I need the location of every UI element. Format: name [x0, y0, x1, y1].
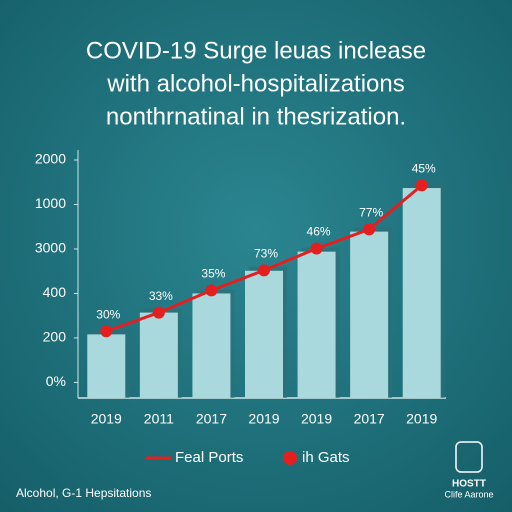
- x-tick-label: 2017: [354, 411, 385, 427]
- legend-marker: [283, 451, 297, 465]
- point: [258, 264, 270, 277]
- point: [415, 179, 428, 192]
- legend-label: Feal Ports: [175, 449, 243, 466]
- y-tick-label: 200: [43, 329, 67, 345]
- bar: [192, 293, 231, 398]
- bar: [139, 312, 178, 398]
- point-annotation: 33%: [149, 289, 173, 303]
- logo-title: HOSTT: [452, 479, 486, 490]
- bar: [87, 334, 126, 398]
- bar: [297, 251, 336, 398]
- x-tick-label: 2017: [196, 411, 227, 427]
- y-tick-label: 1000: [35, 195, 66, 211]
- x-tick-label: 2019: [248, 411, 279, 427]
- point: [100, 325, 113, 338]
- y-tick-label: 3000: [35, 240, 66, 256]
- point-annotation: 77%: [359, 206, 383, 220]
- title-line: COVID-19 Surge leuas inclease: [86, 37, 426, 64]
- point-annotation: 35%: [201, 267, 225, 281]
- y-tick-label: 400: [43, 284, 67, 300]
- x-tick-label: 2019: [406, 411, 437, 427]
- bar: [245, 270, 283, 398]
- point: [152, 306, 165, 319]
- point: [363, 223, 376, 236]
- point-annotation: 46%: [307, 225, 331, 239]
- x-tick-label: 2019: [301, 411, 332, 427]
- point-annotation: 30%: [96, 307, 120, 321]
- title-line: nonthrnatinal in thesrization.: [106, 103, 406, 130]
- logo-icon: [455, 441, 483, 473]
- y-tick-label: 0%: [46, 373, 66, 389]
- footer: Alcohol, G-1 Hepsitations: [16, 486, 151, 500]
- legend-label: ih Gats: [302, 449, 350, 466]
- y-tick-label: 2000: [35, 151, 66, 167]
- bar: [402, 188, 441, 398]
- x-tick-label: 2011: [144, 411, 174, 427]
- point-annotation: 45%: [412, 162, 436, 176]
- point: [205, 284, 218, 297]
- x-tick-label: 2019: [91, 411, 122, 427]
- point: [310, 242, 323, 255]
- title-line: with alcohol-hospitalizations: [106, 70, 405, 97]
- point-annotation: 73%: [254, 246, 278, 260]
- logo-subtitle: Clife Aarone: [444, 489, 493, 499]
- bar: [350, 231, 389, 398]
